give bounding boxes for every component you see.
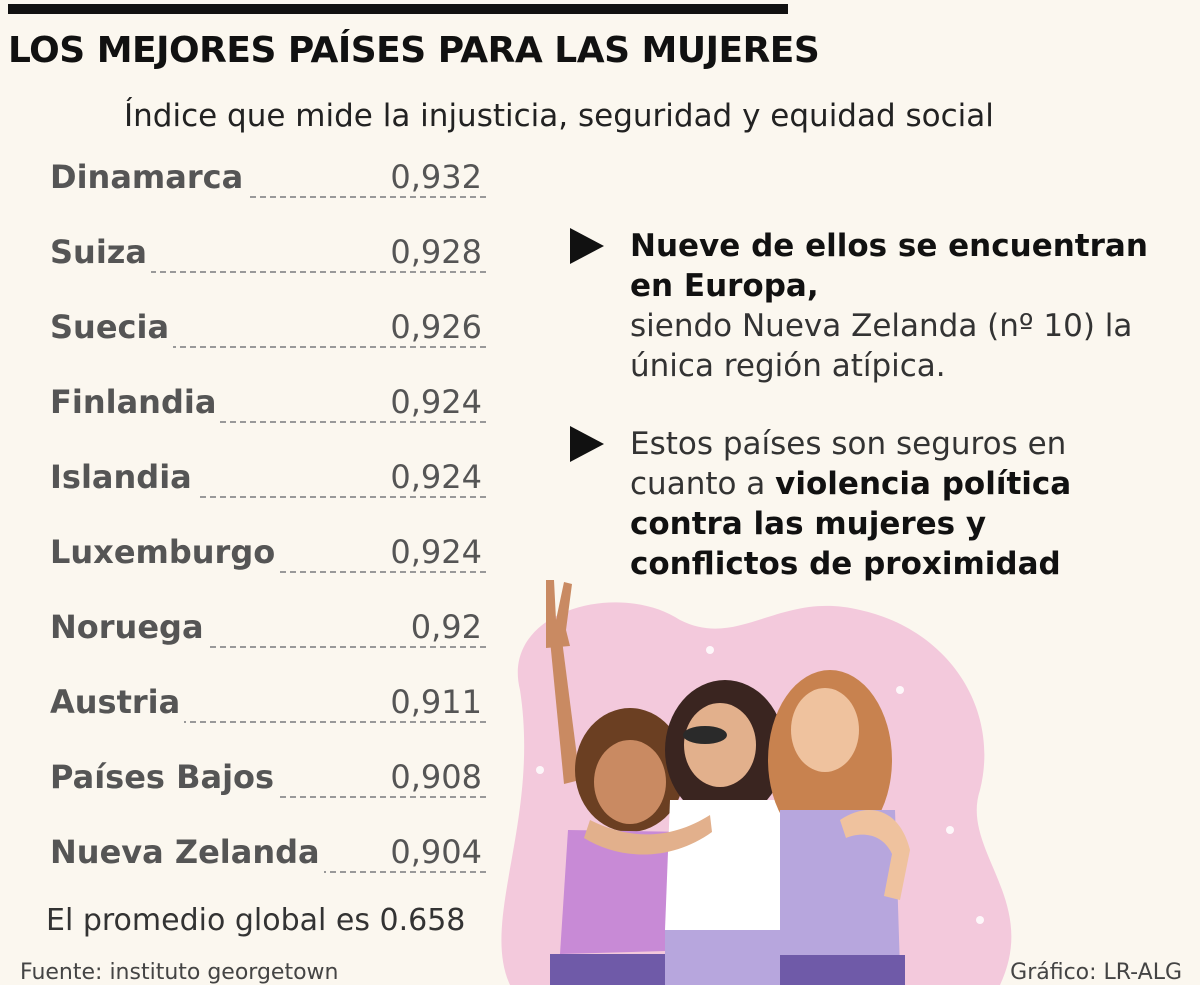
country-row: Nueva Zelanda 0,904	[50, 830, 486, 878]
callout-safety: Estos países son seguros en cuanto a vio…	[630, 424, 1140, 584]
top-rule	[8, 4, 788, 14]
country-name: Dinamarca	[50, 155, 248, 199]
dotted-leader	[50, 271, 486, 273]
index-value: 0,924	[390, 383, 482, 421]
index-value: 0,904	[390, 833, 482, 871]
index-value: 0,924	[390, 458, 482, 496]
country-row: Finlandia 0,924	[50, 380, 486, 428]
callout-safety-bold: violencia política contra las mujeres y …	[630, 466, 1072, 582]
heart-decorations	[536, 646, 984, 924]
dotted-leader	[50, 496, 486, 498]
country-row: Luxemburgo 0,924	[50, 530, 486, 578]
callout-europe-text: siendo Nueva Zelanda (nº 10) la única re…	[630, 308, 1133, 384]
country-name: Islandia	[50, 455, 196, 499]
chart-title: LOS MEJORES PAÍSES PARA LAS MUJERES	[8, 30, 820, 71]
country-row: Suiza 0,928	[50, 230, 486, 278]
country-name: Luxemburgo	[50, 530, 280, 574]
women-illustration	[501, 580, 1012, 985]
country-name: Países Bajos	[50, 755, 279, 799]
country-name: Finlandia	[50, 380, 221, 424]
callout-safety-text: Estos países son seguros en cuanto a	[630, 426, 1067, 502]
country-row: Suecia 0,926	[50, 305, 486, 353]
index-value: 0,911	[390, 683, 482, 721]
graphic-credit: Gráfico: LR-ALG	[1010, 960, 1182, 985]
country-name: Austria	[50, 680, 185, 724]
country-name: Suiza	[50, 230, 152, 274]
source-note: Fuente: instituto georgetown	[20, 960, 339, 985]
dotted-leader	[50, 721, 486, 723]
triangle-bullet-icon	[570, 426, 604, 462]
country-row: Países Bajos 0,908	[50, 755, 486, 803]
country-name: Suecia	[50, 305, 174, 349]
raised-arm	[550, 640, 580, 784]
index-value: 0,928	[390, 233, 482, 271]
global-average-note: El promedio global es 0.658	[46, 903, 466, 938]
callout-europe-bold: Nueve de ellos se encuentran en Europa,	[630, 228, 1148, 304]
dotted-leader	[50, 421, 486, 423]
country-row: Dinamarca 0,932	[50, 155, 486, 203]
dotted-leader	[50, 646, 486, 648]
country-row: Austria 0,911	[50, 680, 486, 728]
dotted-leader	[50, 196, 486, 198]
country-name: Noruega	[50, 605, 208, 649]
peace-hand	[546, 580, 572, 648]
country-row: Noruega 0,92	[50, 605, 486, 653]
index-value: 0,92	[410, 608, 482, 646]
index-value: 0,926	[390, 308, 482, 346]
triangle-bullet-icon	[570, 228, 604, 264]
index-value: 0,932	[390, 158, 482, 196]
dotted-leader	[50, 346, 486, 348]
callout-europe: Nueve de ellos se encuentran en Europa, …	[630, 226, 1150, 386]
index-value: 0,908	[390, 758, 482, 796]
chart-subtitle: Índice que mide la injusticia, seguridad…	[124, 98, 994, 134]
country-row: Islandia 0,924	[50, 455, 486, 503]
index-value: 0,924	[390, 533, 482, 571]
country-name: Nueva Zelanda	[50, 830, 324, 874]
